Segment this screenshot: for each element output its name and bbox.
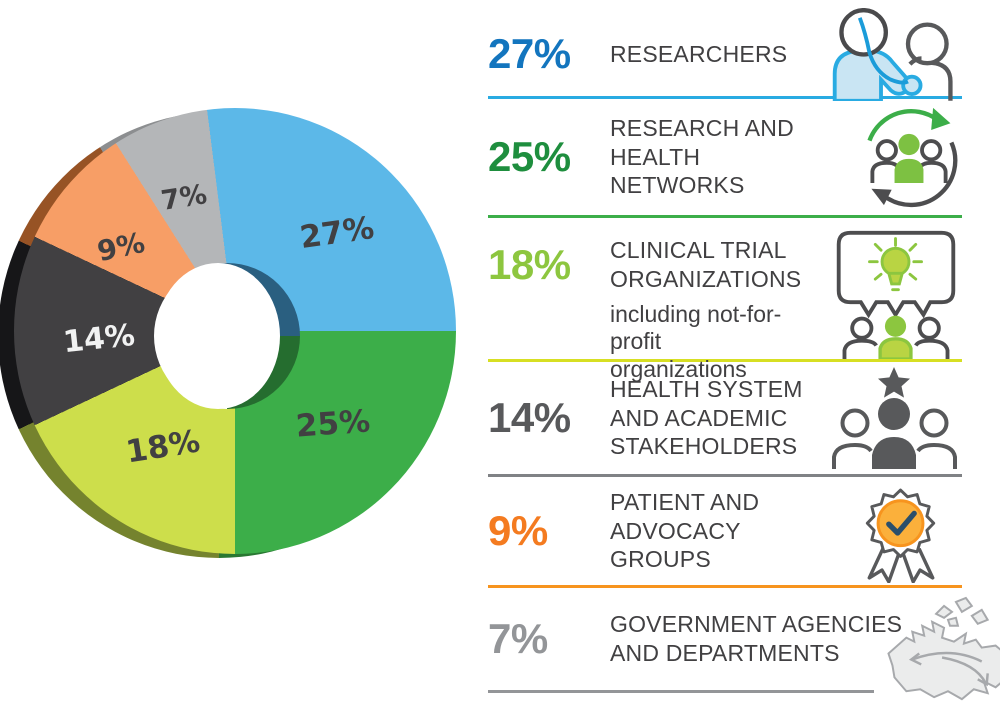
legend-label: RESEARCHERS xyxy=(610,40,788,67)
idea-bubble-people-icon xyxy=(836,230,956,359)
legend-row-clinical: 18% CLINICAL TRIAL ORGANIZATIONS includi… xyxy=(488,218,962,382)
slice-label-health-system: 14% xyxy=(61,317,137,361)
legend-row-patient: 9% PATIENT AND ADVOCACY GROUPS xyxy=(488,477,962,588)
legend-pct: 7% xyxy=(488,615,548,662)
legend-pct: 18% xyxy=(488,241,571,288)
star-people-icon xyxy=(832,367,957,469)
slice-label-networks: 25% xyxy=(294,403,372,445)
legend-row-health-system: 14% HEALTH SYSTEM AND ACADEMIC STAKEHOLD… xyxy=(488,362,962,477)
legend-label: HEALTH SYSTEM AND ACADEMIC STAKEHOLDERS xyxy=(610,375,803,460)
legend-label: PATIENT AND ADVOCACY GROUPS xyxy=(610,488,760,573)
legend-row-government: 7% GOVERNMENT AGENCIES AND DEPARTMENTS xyxy=(488,588,962,690)
legend-row-networks: 25% RESEARCH AND HEALTH NETWORKS xyxy=(488,99,962,218)
legend-pct: 27% xyxy=(488,30,571,77)
legend-rule-government xyxy=(488,690,874,693)
people-cycle-icon xyxy=(867,107,958,208)
legend-pct: 9% xyxy=(488,507,548,554)
legend-row-researchers: 27% RESEARCHERS xyxy=(488,0,962,101)
legend-label: RESEARCH AND HEALTH NETWORKS xyxy=(610,114,794,199)
donut-hole xyxy=(156,263,280,409)
legend-pct: 25% xyxy=(488,133,571,180)
legend-label: GOVERNMENT AGENCIES AND DEPARTMENTS xyxy=(610,611,903,666)
legend-subnote: including not-for-profit organizations xyxy=(610,300,782,382)
legend-pct: 14% xyxy=(488,394,571,441)
donut-chart: 27% 25% 18% 14% 9% 7% xyxy=(0,0,488,720)
canada-map-icon xyxy=(887,596,1000,701)
legend: 27% RESEARCHERS 25% RESEARCH AND xyxy=(488,0,1000,720)
legend-label: CLINICAL TRIAL ORGANIZATIONS xyxy=(610,237,802,292)
doctor-patient-icon xyxy=(832,7,953,101)
award-ribbon-icon xyxy=(865,488,936,583)
